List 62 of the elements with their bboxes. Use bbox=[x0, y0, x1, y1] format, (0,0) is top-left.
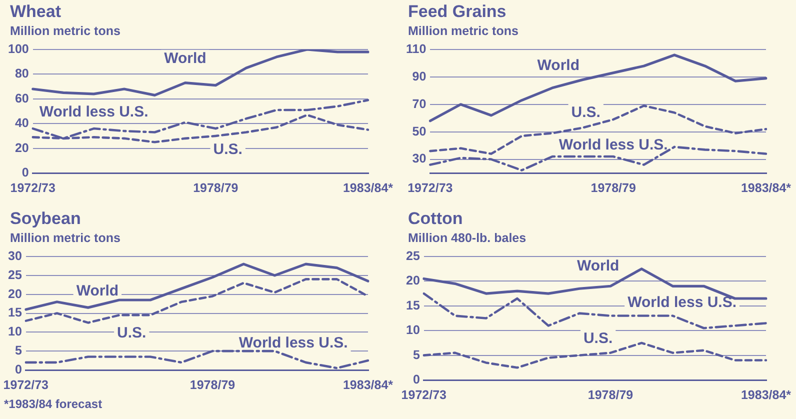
x-tick-label: 1972/73 bbox=[10, 180, 56, 195]
x-tick-label: 1983/84* bbox=[740, 180, 792, 195]
y-tick-label: 20 bbox=[14, 140, 29, 155]
x-tick-label: 1978/79 bbox=[588, 388, 634, 402]
x-tick-label: 1983/84* bbox=[342, 180, 394, 195]
chart-title: Feed Grains bbox=[408, 2, 506, 22]
x-tick-label: 1983/84* bbox=[740, 388, 792, 402]
y-tick-label: 90 bbox=[412, 69, 426, 84]
y-tick-label: 25 bbox=[406, 248, 420, 263]
y-tick-label: 40 bbox=[14, 116, 29, 130]
y-tick-label: 0 bbox=[412, 372, 420, 386]
line-series bbox=[429, 104, 768, 155]
chart-title: Wheat bbox=[10, 2, 61, 22]
y-axis-title: Million 480-lb. bales bbox=[408, 231, 526, 245]
y-tick-label: 20 bbox=[8, 286, 22, 301]
y-axis-title: Million metric tons bbox=[10, 24, 120, 38]
y-tick-label: 30 bbox=[8, 248, 22, 263]
line-series bbox=[422, 342, 768, 369]
y-tick-label: 50 bbox=[412, 124, 426, 138]
y-tick-label: 15 bbox=[8, 306, 22, 320]
series-label: World bbox=[576, 257, 620, 274]
x-tick-label: 1978/79 bbox=[190, 378, 236, 392]
series-label: World less U.S. bbox=[39, 104, 148, 121]
series-label: World less U.S. bbox=[628, 294, 736, 311]
y-tick-label: 5 bbox=[14, 344, 22, 358]
series-label: U.S. bbox=[583, 330, 613, 347]
x-tick-label: 1978/79 bbox=[193, 180, 238, 195]
y-tick-label: 15 bbox=[406, 298, 420, 312]
y-tick-label: 80 bbox=[14, 66, 29, 81]
series-label: U.S. bbox=[213, 141, 242, 158]
series-label: World bbox=[164, 50, 206, 67]
series-label: World less U.S. bbox=[238, 334, 348, 352]
line-series bbox=[422, 292, 768, 330]
text: *1983/84 forecast bbox=[4, 397, 102, 411]
y-tick-label: 110 bbox=[406, 42, 426, 56]
y-tick-label: 10 bbox=[406, 323, 420, 338]
chart-title: Cotton bbox=[408, 209, 463, 229]
y-tick-label: 5 bbox=[412, 348, 420, 362]
y-axis-title: Million metric tons bbox=[408, 24, 518, 38]
y-axis-title: Million metric tons bbox=[10, 231, 120, 245]
y-tick-label: 20 bbox=[406, 274, 420, 288]
series-label: World less U.S. bbox=[558, 136, 668, 154]
y-tick-label: 60 bbox=[14, 91, 29, 106]
series-label: World bbox=[76, 282, 119, 300]
line-series bbox=[24, 350, 370, 370]
y-tick-label: 10 bbox=[8, 324, 22, 339]
series-label: U.S. bbox=[117, 324, 146, 342]
x-tick-label: 1972/73 bbox=[408, 180, 453, 195]
x-tick-label: 1978/79 bbox=[590, 180, 636, 195]
y-tick-label: 0 bbox=[14, 362, 22, 376]
x-tick-label: 1972/73 bbox=[401, 388, 447, 402]
x-tick-label: 1972/73 bbox=[3, 378, 49, 392]
chart-title: Soybean bbox=[10, 209, 81, 229]
y-tick-label: 100 bbox=[8, 42, 29, 56]
y-tick-label: 25 bbox=[8, 268, 22, 282]
x-tick-label: 1983/84* bbox=[342, 378, 394, 392]
series-label: U.S. bbox=[571, 104, 600, 121]
series-label: World bbox=[537, 57, 580, 74]
y-tick-label: 70 bbox=[412, 96, 426, 111]
y-tick-label: 0 bbox=[22, 165, 29, 180]
line-series bbox=[32, 98, 370, 140]
y-tick-label: 30 bbox=[412, 152, 426, 166]
